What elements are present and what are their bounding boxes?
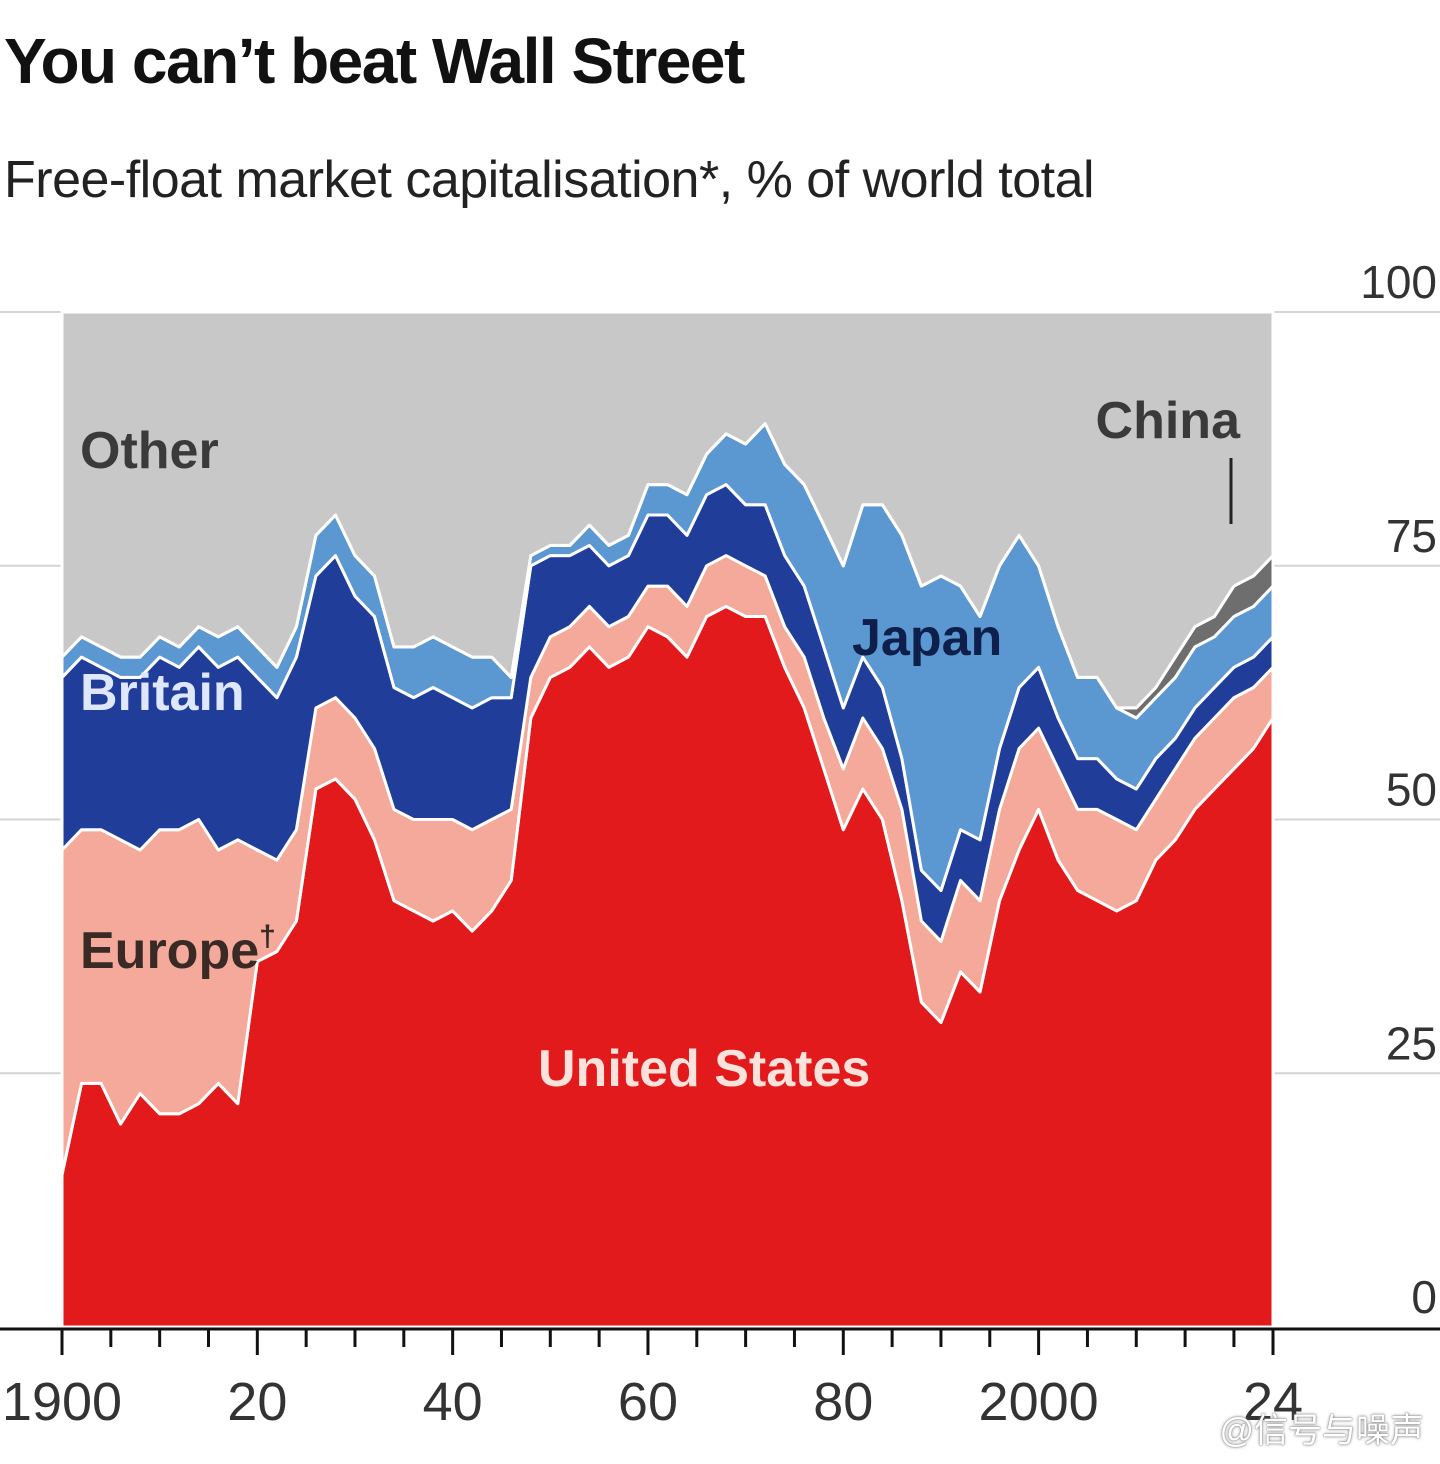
chart-subtitle: Free-float market capitalisation*, % of … (4, 151, 1095, 209)
x-tick-label-40: 40 (423, 1372, 483, 1432)
y-tick-label-100: 100 (1360, 256, 1437, 308)
x-axis-ticks: 1900 20 40 60 80 2000 24 (2, 1329, 1303, 1432)
y-tick-labels: 0 25 50 75 100 (1360, 256, 1437, 1323)
label-europe: Europe† (80, 920, 276, 980)
watermark: @信号与噪声 (1219, 1412, 1424, 1450)
label-japan: Japan (852, 609, 1002, 667)
chart-title: You can’t beat Wall Street (4, 25, 745, 97)
x-tick-label-2000: 2000 (979, 1372, 1099, 1432)
label-britain: Britain (80, 664, 245, 722)
y-tick-label-50: 50 (1386, 764, 1437, 816)
x-tick-label-1900: 1900 (2, 1372, 122, 1432)
series-labels: Other Britain Europe† Japan China United Stat… (80, 392, 1241, 1098)
y-tick-label-75: 75 (1386, 510, 1437, 562)
y-tick-label-0: 0 (1411, 1271, 1437, 1323)
x-tick-label-80: 80 (813, 1372, 873, 1432)
x-tick-label-60: 60 (618, 1372, 678, 1432)
label-united-states: United States (538, 1040, 870, 1098)
label-china: China (1096, 392, 1242, 450)
x-tick-label-20: 20 (227, 1372, 287, 1432)
label-other: Other (80, 422, 219, 480)
x-tick-label-24: 24 (1243, 1372, 1303, 1432)
area-series-group (60, 310, 1275, 1329)
y-tick-label-25: 25 (1386, 1017, 1437, 1069)
area-other (60, 310, 1275, 710)
label-europe-dagger: † (259, 920, 276, 953)
